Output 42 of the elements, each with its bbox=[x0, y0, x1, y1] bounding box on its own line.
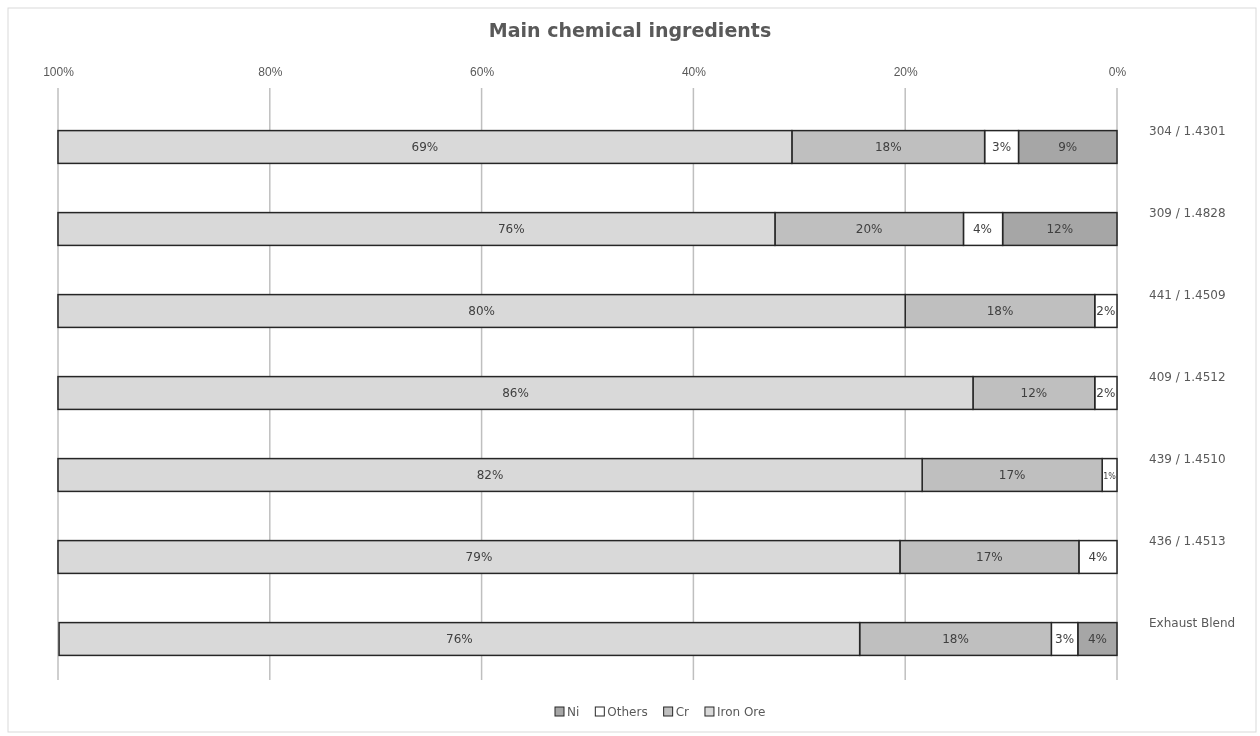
data-label: 79% bbox=[465, 550, 493, 564]
annotation: 12% bbox=[1046, 222, 1074, 236]
x-tick-label: 60% bbox=[470, 65, 495, 79]
data-label: 2% bbox=[1096, 304, 1116, 318]
annotation: 4% bbox=[972, 222, 993, 236]
chart-title: Main chemical ingredients bbox=[488, 19, 772, 41]
data-label: 17% bbox=[998, 468, 1026, 482]
data-label: 12% bbox=[1020, 386, 1048, 400]
x-tick-label: 0% bbox=[1108, 65, 1127, 79]
y-tick-label: 436 / 1.4513 bbox=[1149, 534, 1226, 548]
x-tick-label: 80% bbox=[258, 65, 283, 79]
data-label: 3% bbox=[992, 140, 1012, 154]
y-tick-label: 441 / 1.4509 bbox=[1149, 288, 1226, 302]
data-label: 18% bbox=[942, 632, 969, 646]
y-tick-label: Exhaust Blend bbox=[1149, 616, 1236, 630]
data-label: 4% bbox=[1088, 550, 1108, 564]
data-label: 1% bbox=[1103, 472, 1117, 481]
data-label: 18% bbox=[874, 140, 902, 154]
data-label: 18% bbox=[986, 304, 1014, 318]
legend-label: Iron Ore bbox=[716, 705, 766, 719]
data-label: 82% bbox=[476, 468, 504, 482]
data-label: 17% bbox=[976, 550, 1003, 564]
data-label: 4% bbox=[1087, 632, 1107, 646]
data-label: 9% bbox=[1058, 140, 1078, 154]
data-label: 69% bbox=[411, 140, 439, 154]
x-tick-label: 20% bbox=[893, 65, 919, 79]
y-tick-label: 304 / 1.4301 bbox=[1149, 124, 1226, 138]
data-label: 3% bbox=[1055, 632, 1075, 646]
data-label: 76% bbox=[446, 632, 473, 646]
y-tick-label: 439 / 1.4510 bbox=[1149, 452, 1226, 466]
legend-label: Ni bbox=[567, 705, 580, 719]
annotation: 76% bbox=[497, 222, 525, 236]
legend-label: Others bbox=[607, 705, 648, 719]
data-label: 86% bbox=[502, 386, 529, 400]
y-tick-label: 409 / 1.4512 bbox=[1149, 370, 1226, 384]
annotation: 20% bbox=[855, 222, 883, 236]
y-tick-label: 309 / 1.4828 bbox=[1149, 206, 1226, 220]
legend-label: Cr bbox=[675, 705, 690, 719]
x-tick-label: 40% bbox=[681, 65, 707, 79]
x-tick-label: 100% bbox=[43, 65, 75, 79]
data-label: 80% bbox=[468, 304, 495, 318]
data-label: 2% bbox=[1096, 386, 1116, 400]
